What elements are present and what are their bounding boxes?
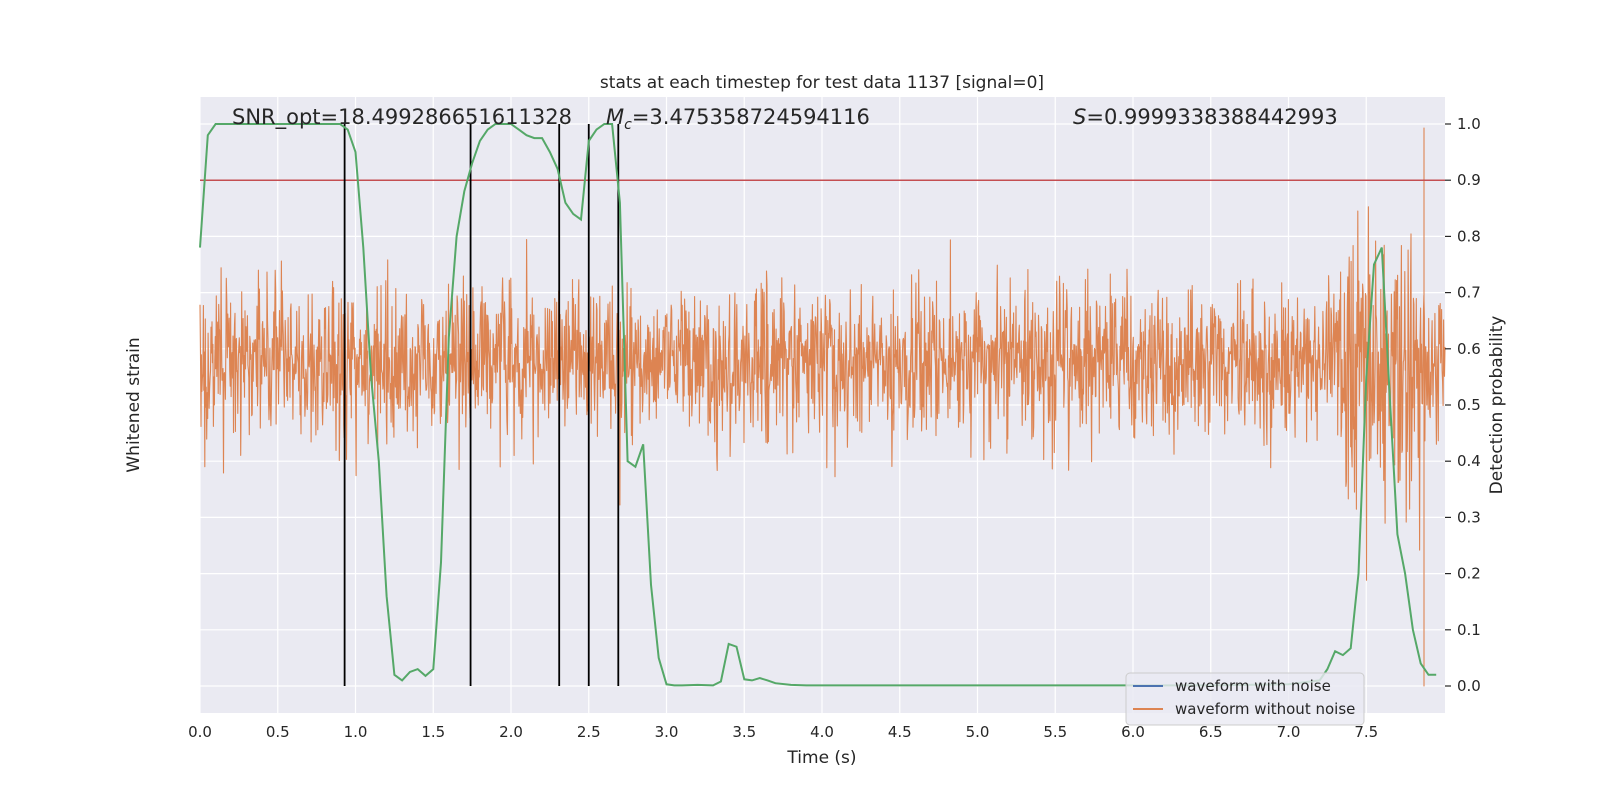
chirp-mass-annotation: Mc=3.475358724594116 xyxy=(606,105,870,133)
score-symbol: S xyxy=(1073,105,1086,129)
y-left-axis-label: Whitened strain xyxy=(124,337,144,472)
x-tick-label: 3.0 xyxy=(655,723,679,741)
legend-box xyxy=(1125,672,1365,726)
x-tick-label: 5.5 xyxy=(1043,723,1067,741)
legend: waveform with noise waveform without noi… xyxy=(1125,672,1365,726)
y-right-tick-label: 0.2 xyxy=(1457,565,1481,583)
trigger-lines xyxy=(343,124,620,686)
x-tick-label: 6.5 xyxy=(1199,723,1223,741)
y-right-tick-label: 0.8 xyxy=(1457,227,1481,245)
legend-label-without-noise: waveform without noise xyxy=(1175,700,1355,718)
y-right-tick-label: 0.6 xyxy=(1457,340,1481,358)
strain-noise-trace xyxy=(199,127,1446,687)
noise-path xyxy=(199,127,1446,687)
chirp-mass-symbol: M xyxy=(606,105,624,129)
score-value: =0.9999338388442993 xyxy=(1086,105,1337,129)
x-tick-label: 0.5 xyxy=(266,723,290,741)
x-tick-label: 2.5 xyxy=(577,723,601,741)
y-right-tick-label: 0.0 xyxy=(1457,677,1481,695)
x-tick-labels: 0.0 0.5 1.0 1.5 2.0 2.5 3.0 3.5 4.0 4.5 5.0 5.5 6.0 6… xyxy=(188,723,1378,741)
x-tick-label: 6.0 xyxy=(1121,723,1145,741)
y-right-tick-label: 0.3 xyxy=(1457,508,1481,526)
y-right-tick-label: 0.5 xyxy=(1457,396,1481,414)
y-right-tick-label: 1.0 xyxy=(1457,115,1481,133)
y-right-tick-label: 0.9 xyxy=(1457,171,1481,189)
x-tick-label: 4.5 xyxy=(888,723,912,741)
y-right-tick-label: 0.7 xyxy=(1457,284,1481,302)
x-tick-label: 5.0 xyxy=(966,723,990,741)
y-right-tick-label: 0.4 xyxy=(1457,452,1481,470)
x-tick-label: 1.5 xyxy=(421,723,445,741)
y-right-tick-labels: 0.0 0.1 0.2 0.3 0.4 0.5 0.6 0.7 0.8 0.9 1.0 xyxy=(1445,115,1481,695)
x-tick-label: 1.0 xyxy=(344,723,368,741)
chirp-mass-subscript: c xyxy=(624,117,632,133)
x-tick-label: 2.0 xyxy=(499,723,523,741)
x-axis-label: Time (s) xyxy=(786,748,856,768)
x-tick-label: 4.0 xyxy=(810,723,834,741)
score-annotation: S=0.9999338388442993 xyxy=(1073,105,1338,129)
chart-title: stats at each timestep for test data 113… xyxy=(600,73,1044,93)
chirp-mass-value: =3.475358724594116 xyxy=(632,105,870,129)
snr-annotation: SNR_opt=18.499286651611328 xyxy=(232,105,572,130)
x-tick-label: 7.0 xyxy=(1277,723,1301,741)
x-tick-label: 3.5 xyxy=(732,723,756,741)
x-tick-label: 0.0 xyxy=(188,723,212,741)
y-right-axis-label: Detection probability xyxy=(1487,316,1507,495)
y-right-tick-label: 0.1 xyxy=(1457,621,1481,639)
x-tick-label: 7.5 xyxy=(1354,723,1378,741)
legend-label-with-noise: waveform with noise xyxy=(1175,677,1331,695)
